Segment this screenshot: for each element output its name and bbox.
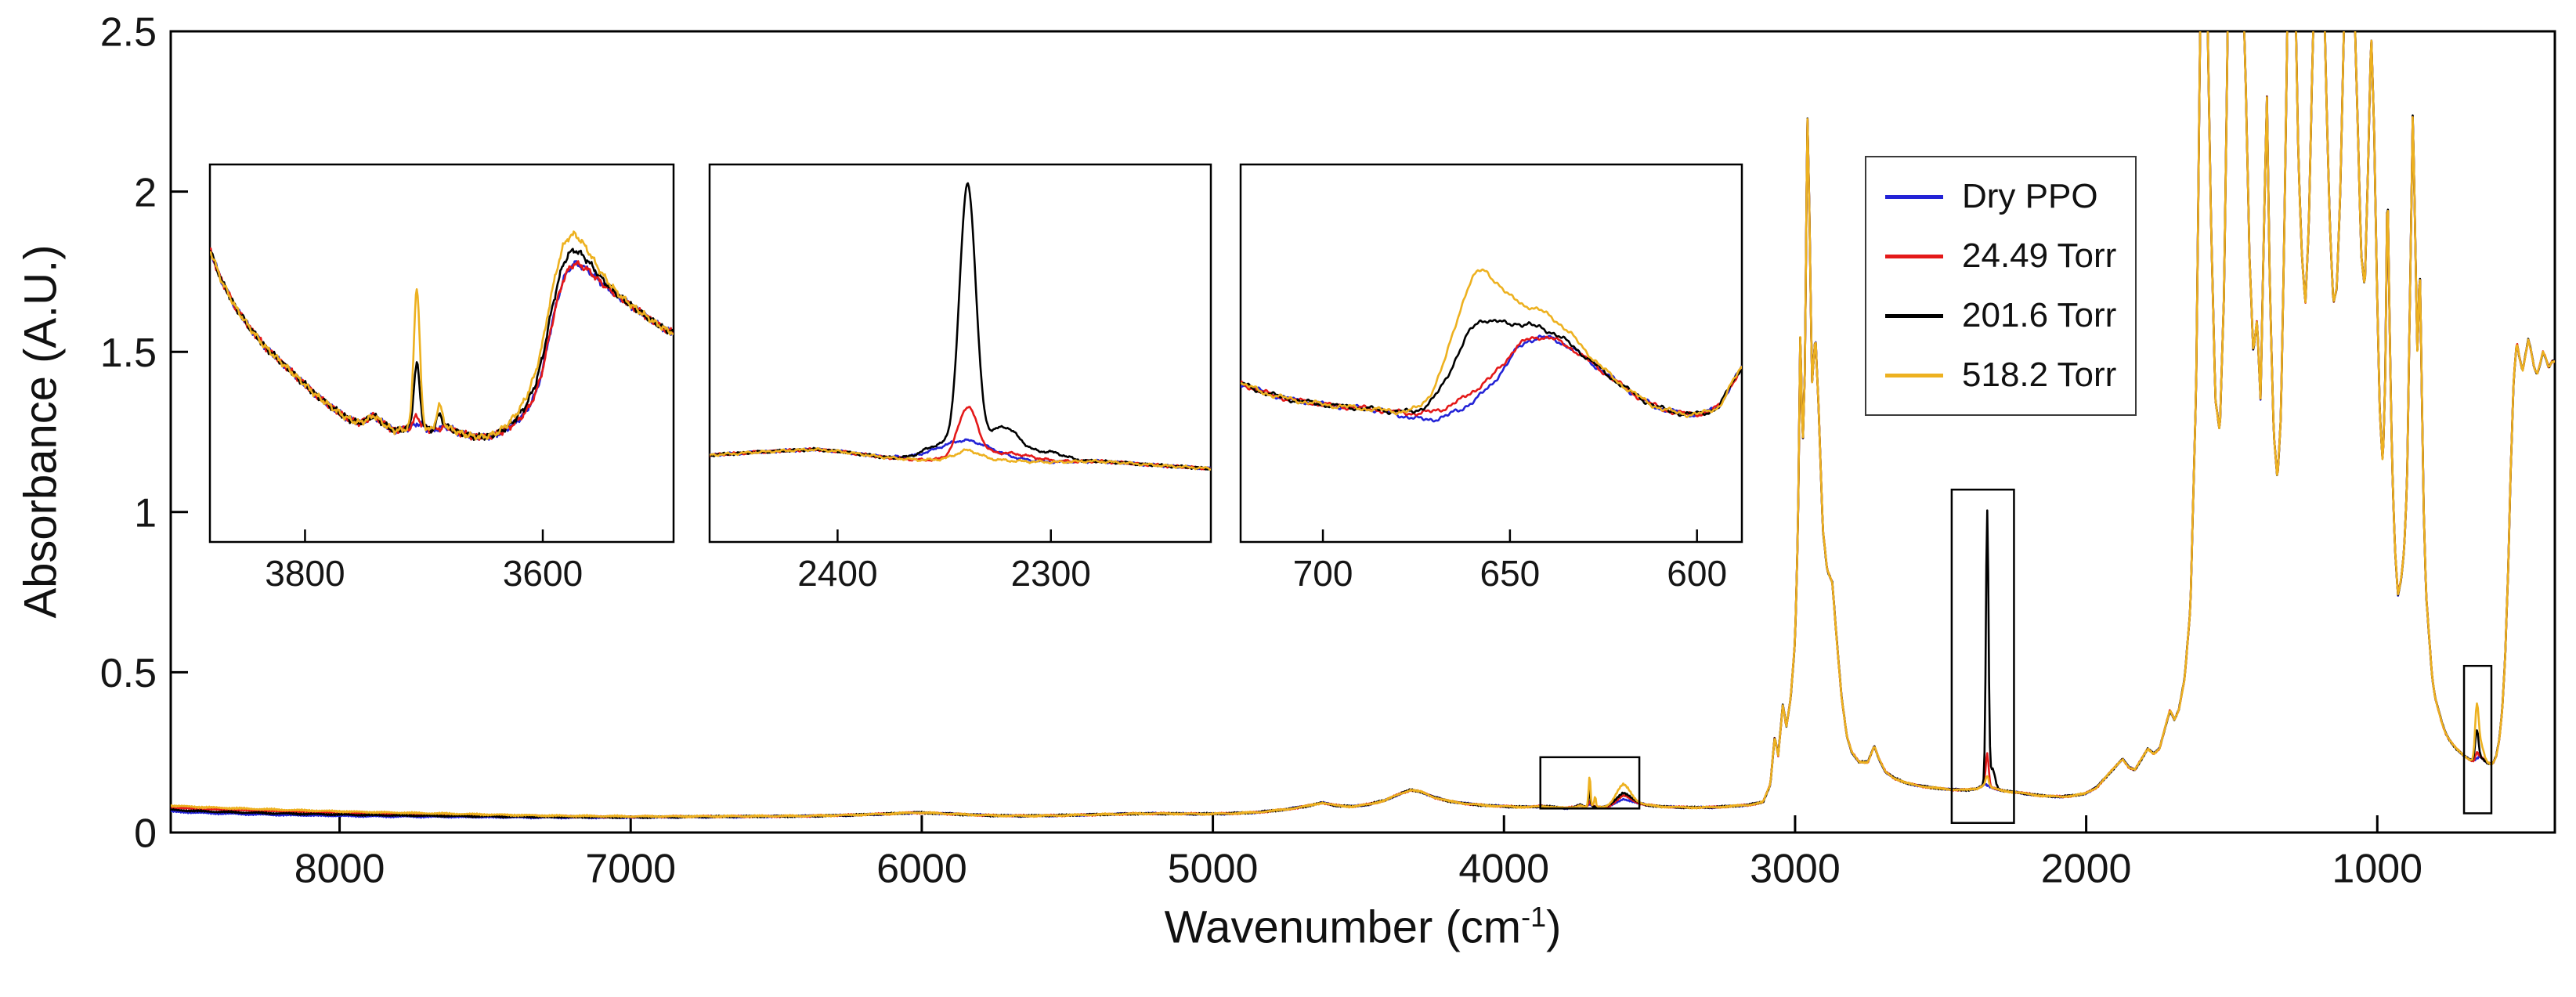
main-axes-y-tick-label: 1.5 [100, 331, 157, 376]
inset-2350: 2400 2300 [708, 163, 1212, 594]
trace-518-2-torr [210, 230, 674, 441]
legend-label: 518.2 Torr [1962, 356, 2117, 394]
legend-entry-24-49-torr: 24.49 Torr [1885, 226, 2116, 286]
legend-line-sample [1885, 373, 1943, 377]
legend-line-sample [1885, 313, 1943, 318]
inset-3700-frame [208, 163, 675, 544]
main-axes-y-tick-label: 0.5 [100, 651, 157, 696]
main-axes-x-tick-label: 6000 [876, 846, 967, 891]
inset-3700: 3800 3600 [208, 163, 675, 594]
zoom-region-box-1 [1539, 756, 1641, 810]
legend-line-sample [1885, 194, 1943, 199]
main-axes-y-tick-label: 2 [134, 170, 157, 215]
main-axes-y-tick-label: 1 [134, 491, 157, 536]
inset-2350-x-tick-label: 2300 [1011, 553, 1091, 594]
inset-2350-frame [708, 163, 1212, 544]
legend-line-sample [1885, 254, 1943, 258]
legend-label: 24.49 Torr [1962, 237, 2117, 275]
main-axes-x-tick-label: 7000 [585, 846, 676, 891]
x-axis-label-close: ) [1546, 901, 1562, 953]
trace-518-2-torr [1241, 268, 1742, 418]
main-axes-x-tick-label: 8000 [294, 846, 385, 891]
trace-518-2-torr [171, 31, 2555, 818]
legend-entry-201-6-torr: 201.6 Torr [1885, 286, 2116, 345]
main-axes-x-tick-label: 2000 [2041, 846, 2132, 891]
legend-entry-518-2-torr: 518.2 Torr [1885, 345, 2116, 405]
inset-650-frame [1239, 163, 1743, 544]
zoom-region-box-3 [2462, 664, 2493, 815]
x-axis-label: Wavenumber (cm-1) [1165, 901, 1562, 953]
inset-650-x-tick-label: 650 [1480, 553, 1541, 594]
zoom-region-box-2 [1950, 488, 2015, 824]
main-axes-x-tick-label: 1000 [2332, 846, 2422, 891]
main-axes-x-tick-label: 5000 [1168, 846, 1259, 891]
x-axis-label-superscript: -1 [1521, 901, 1547, 933]
inset-650-x-tick-label: 700 [1293, 553, 1353, 594]
trace-201-6-torr [1241, 319, 1742, 417]
legend: Dry PPO 24.49 Torr 201.6 Torr 518.2 Torr [1865, 156, 2137, 416]
x-axis-label-text: Wavenumber (cm [1164, 901, 1522, 953]
main-axes-y-tick-label: 0 [134, 811, 157, 857]
main-axes-x-tick-label: 4000 [1458, 846, 1549, 891]
inset-3700-x-tick-label: 3600 [503, 553, 583, 594]
legend-entry-dry-ppo: Dry PPO [1885, 167, 2116, 226]
main-axes-x-tick-label: 3000 [1750, 846, 1841, 891]
legend-label: Dry PPO [1962, 177, 2098, 215]
inset-650-x-tick-label: 600 [1667, 553, 1727, 594]
inset-2350-x-tick-label: 2400 [797, 553, 877, 594]
y-axis-label: Absorbance (A.U.) [15, 244, 67, 619]
legend-label: 201.6 Torr [1962, 296, 2117, 334]
trace-518-2-torr [710, 446, 1211, 471]
inset-3700-x-tick-label: 3800 [265, 553, 345, 594]
main-axes-y-tick-label: 2.5 [100, 10, 157, 56]
inset-650: 700 650 600 [1239, 163, 1743, 594]
